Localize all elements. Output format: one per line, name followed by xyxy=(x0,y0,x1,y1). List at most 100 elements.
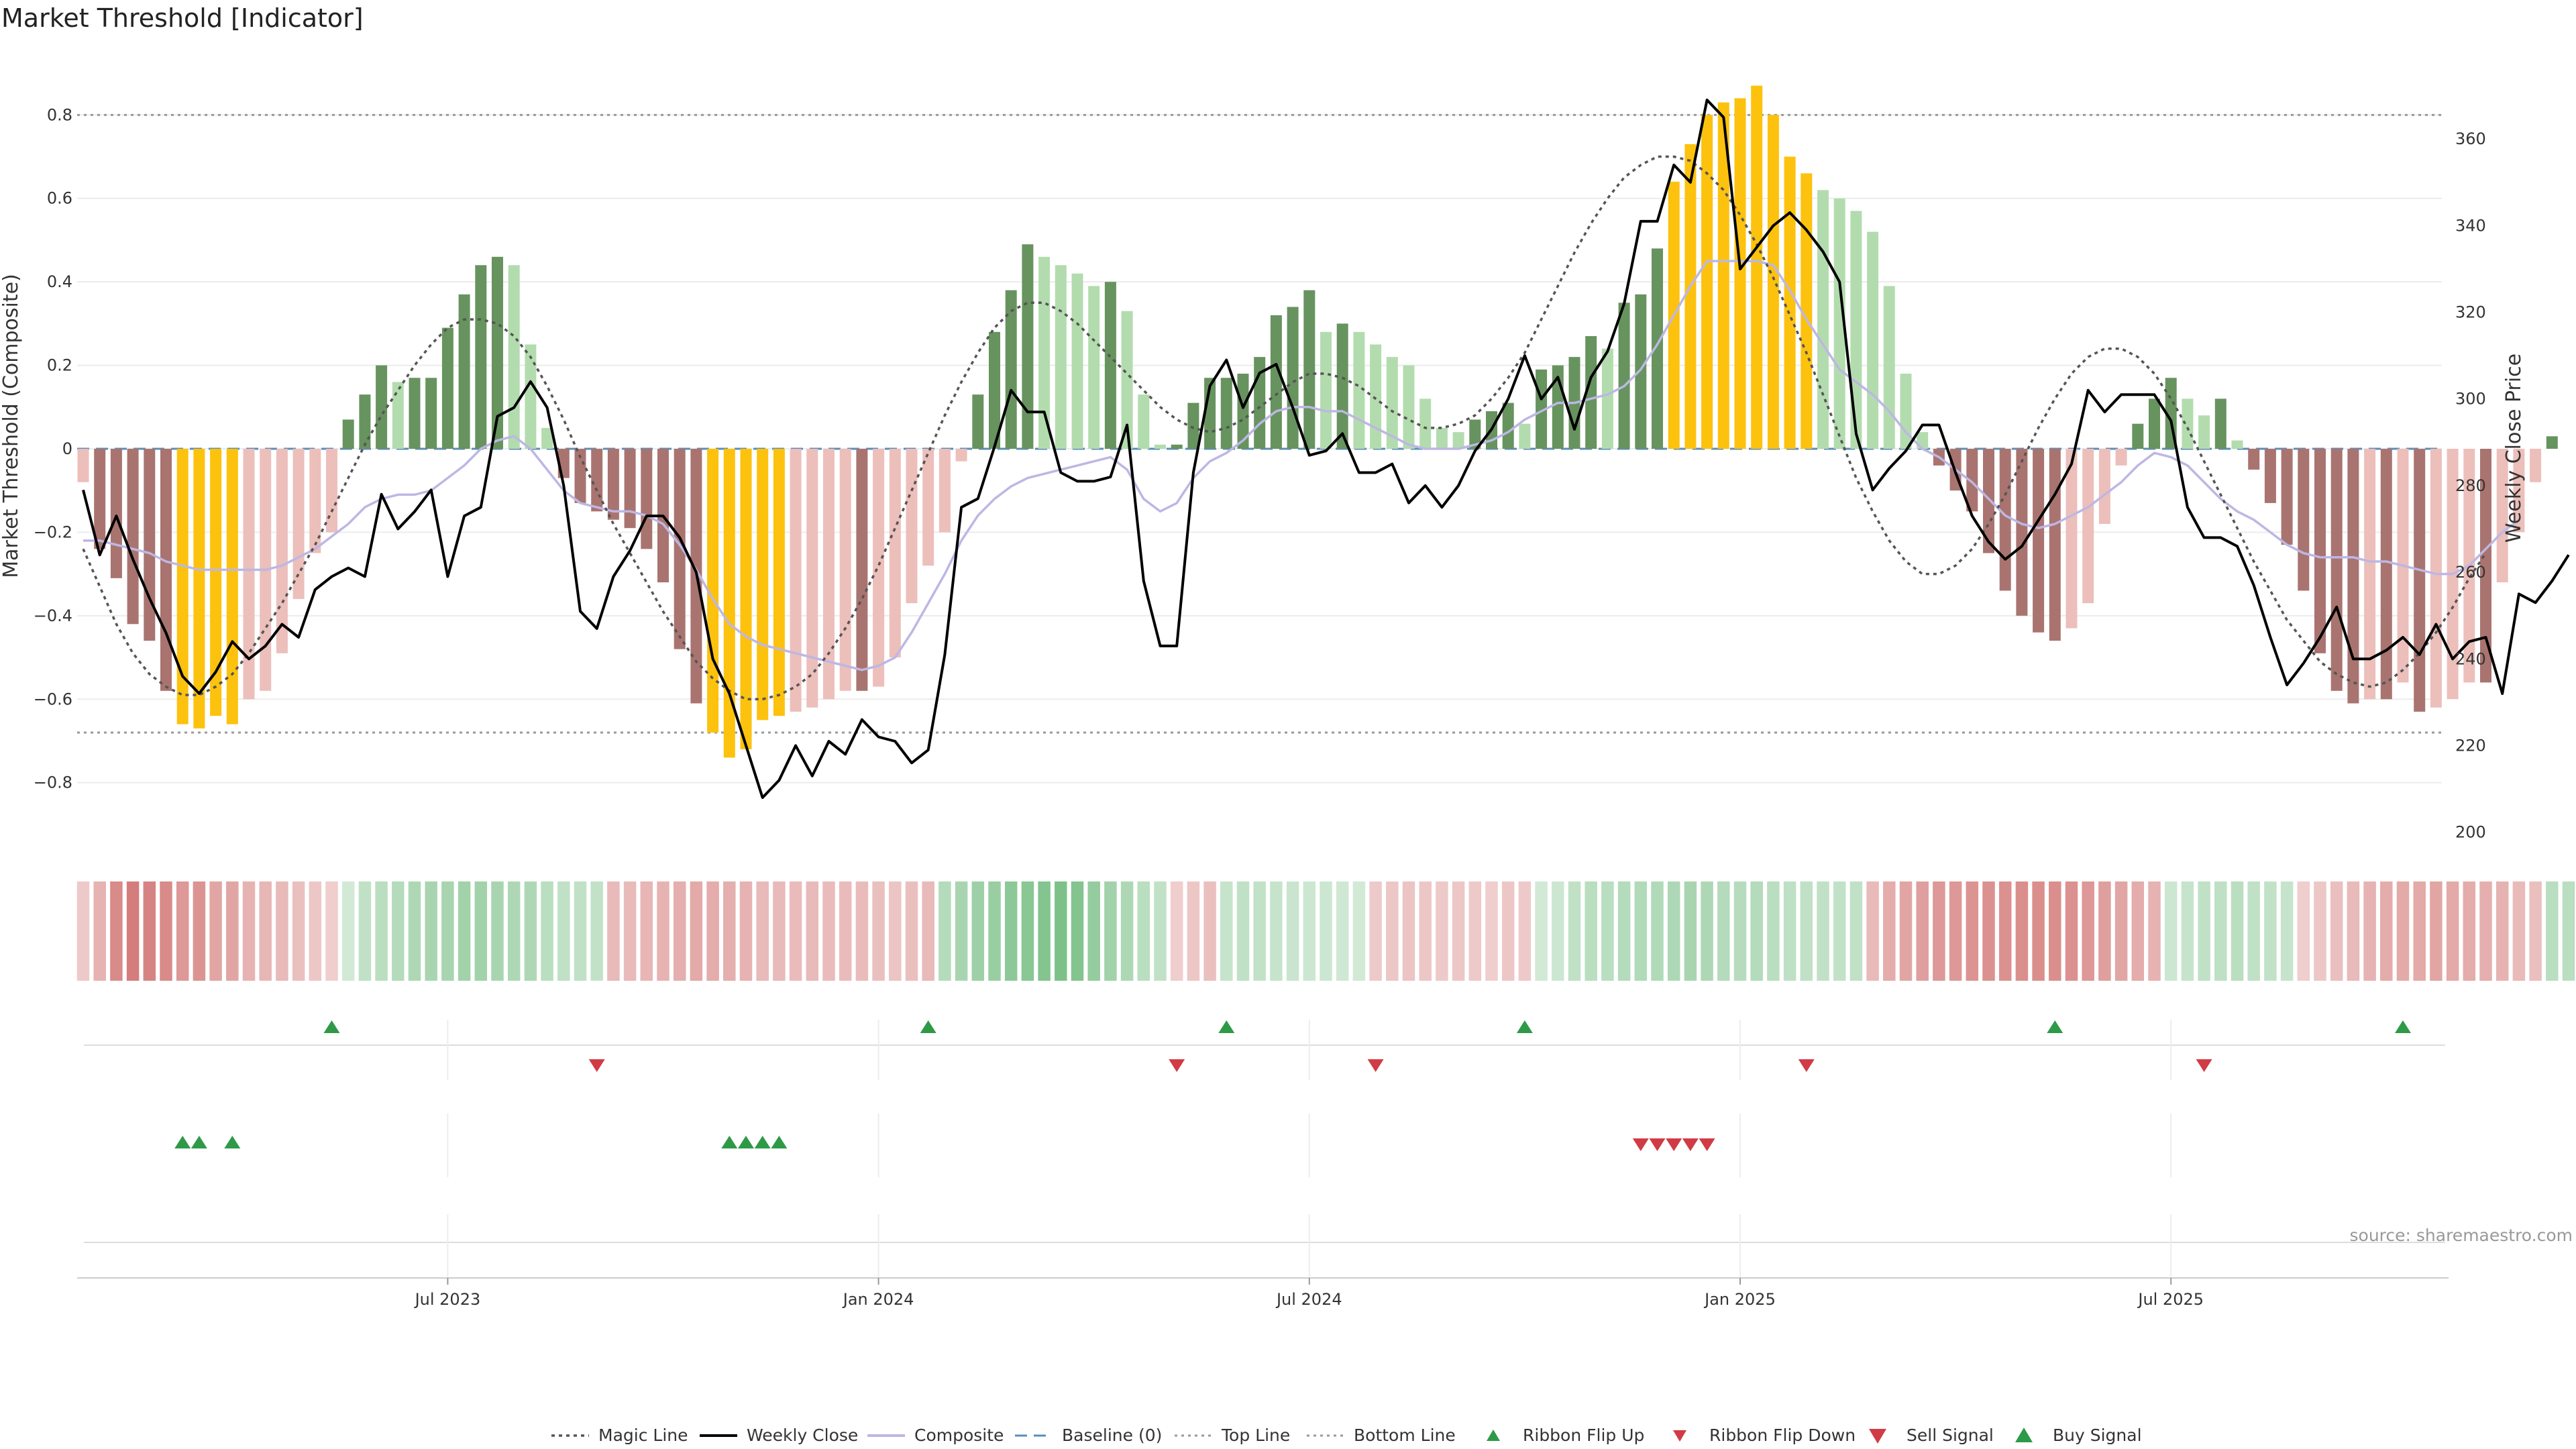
y-axis-right: 360 340 320 300 280 260 240 220 200 xyxy=(2455,129,2486,841)
legend-label-topline: Top Line xyxy=(1221,1426,1290,1445)
composite-bar xyxy=(2364,449,2376,700)
ribbon-cell xyxy=(276,881,288,981)
ribbon-cell xyxy=(441,881,454,981)
ribbon-cell xyxy=(2131,881,2145,981)
ribbon-cell xyxy=(425,881,437,981)
composite-bar xyxy=(2248,449,2260,470)
composite-bar xyxy=(1055,265,1067,449)
ribbon-cell xyxy=(1071,881,1084,981)
composite-bar xyxy=(292,449,305,599)
composite-bar xyxy=(1187,402,1199,449)
ribbon-cell xyxy=(1386,881,1399,981)
composite-bar xyxy=(1320,331,1332,449)
source-credit: source: sharemaestro.com xyxy=(2350,1226,2573,1245)
ribbon-flip-up-marker xyxy=(2047,1020,2063,1033)
ribbon-flip-down-marker xyxy=(2196,1059,2212,1072)
composite-bar xyxy=(1717,102,1729,449)
composite-bar xyxy=(2380,449,2392,700)
ribbon-cell xyxy=(1982,881,1995,981)
y-right-tick-label: 200 xyxy=(2455,823,2486,842)
ribbon-cell xyxy=(2114,881,2128,981)
ribbon-cell xyxy=(2314,881,2326,981)
ribbon-cell xyxy=(789,881,802,981)
composite-bar xyxy=(989,331,1000,449)
buy-signal-marker xyxy=(191,1136,207,1148)
ribbon-cell xyxy=(1883,881,1896,981)
ribbon-cell xyxy=(2430,881,2443,981)
composite-bar xyxy=(2149,398,2160,449)
composite-bar xyxy=(1171,444,1183,449)
ribbon-cell xyxy=(524,881,537,981)
composite-bar xyxy=(2530,449,2542,482)
ribbon-cell xyxy=(358,881,372,981)
composite-bar xyxy=(359,394,371,449)
y-right-tick-label: 260 xyxy=(2455,563,2486,582)
ribbon-cell xyxy=(773,881,786,981)
ribbon-flip-up-marker xyxy=(2395,1020,2411,1033)
y-right-tick-label: 220 xyxy=(2455,736,2486,755)
ribbon-cell xyxy=(1684,881,1697,981)
composite-bar xyxy=(2546,436,2558,449)
sell-signal-marker xyxy=(1666,1138,1682,1151)
composite-bar xyxy=(2033,449,2045,633)
composite-bar xyxy=(525,344,537,449)
ribbon-cell xyxy=(2049,881,2061,981)
composite-bar xyxy=(1419,398,1432,449)
composite-bar xyxy=(1867,231,1879,449)
composite-bar xyxy=(2082,449,2094,604)
composite-bar xyxy=(1751,85,1763,449)
ribbon-cell xyxy=(2479,881,2492,981)
legend-label-weekly: Weekly Close xyxy=(747,1426,858,1445)
composite-bar xyxy=(674,449,686,649)
y-left-tick-label: −0.8 xyxy=(34,773,72,792)
ribbon-cell xyxy=(822,881,835,981)
ribbon-cell xyxy=(955,881,968,981)
composite-bar xyxy=(1883,286,1895,449)
composite-bar xyxy=(889,449,901,658)
composite-bar xyxy=(2430,449,2442,708)
ribbon-cell xyxy=(176,881,189,981)
composite-bar xyxy=(2065,449,2078,629)
composite-bar xyxy=(210,449,222,716)
ribbon-cell xyxy=(1966,881,1979,981)
composite-bar xyxy=(243,449,255,700)
y-left-tick-label: 0.2 xyxy=(47,356,72,375)
legend-item-bottomline: Bottom Line xyxy=(1307,1426,1456,1445)
ribbon-cell xyxy=(1667,881,1680,981)
ribbon-cell xyxy=(2380,881,2393,981)
ribbon-flip-down-marker xyxy=(1169,1059,1185,1072)
legend-swatch-flip-up xyxy=(1487,1430,1500,1441)
composite-bar xyxy=(1287,307,1299,449)
composite-bar xyxy=(873,449,885,687)
ribbon-cell xyxy=(1568,881,1581,981)
ribbon-cell xyxy=(1485,881,1498,981)
composite-bar xyxy=(1635,294,1647,449)
ribbon-cell xyxy=(1369,881,1382,981)
composite-bar xyxy=(906,449,918,604)
y-right-tick-label: 280 xyxy=(2455,476,2486,495)
composite-bar xyxy=(2098,449,2110,524)
composite-bar xyxy=(1652,248,1663,449)
ribbon-cell xyxy=(2363,881,2376,981)
ribbon-cell xyxy=(2546,881,2559,981)
ribbon-cell xyxy=(1899,881,1913,981)
ribbon-cell xyxy=(325,881,338,981)
ribbon-cell xyxy=(1055,881,1067,981)
ribbon-cell xyxy=(1817,881,1829,981)
composite-bar xyxy=(856,449,868,691)
ribbon-flip-down-marker xyxy=(1367,1059,1384,1072)
ribbon-cell xyxy=(1767,881,1780,981)
buy-signal-marker xyxy=(224,1136,241,1148)
composite-bar xyxy=(1104,282,1116,449)
y-left-tick-label: 0.4 xyxy=(47,272,72,291)
ribbon-cell xyxy=(905,881,918,981)
composite-bar xyxy=(1220,378,1232,449)
ribbon-cell xyxy=(458,881,471,981)
composite-bar xyxy=(193,449,205,729)
sell-signal-marker xyxy=(1632,1138,1649,1151)
composite-bar xyxy=(2132,423,2144,449)
ribbon-cell xyxy=(292,881,305,981)
ribbon-cell xyxy=(110,881,123,981)
ribbon-cell xyxy=(1004,881,1018,981)
composite-bar xyxy=(1436,427,1448,449)
